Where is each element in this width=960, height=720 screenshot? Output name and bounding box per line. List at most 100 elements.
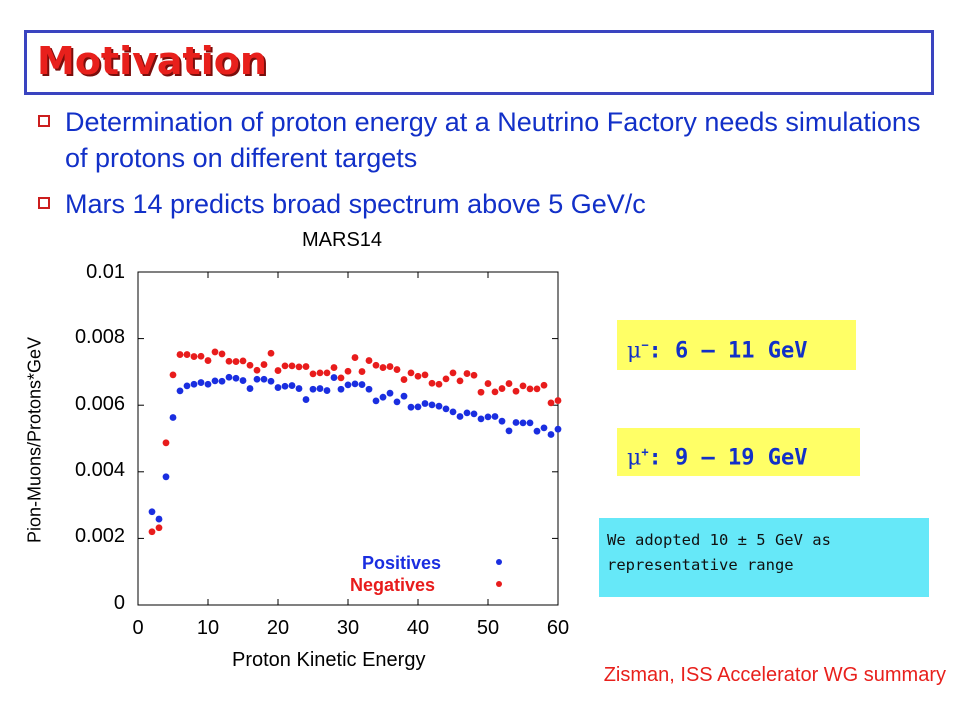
positives-point bbox=[351, 380, 359, 388]
positives-point bbox=[456, 413, 464, 420]
negatives-point bbox=[323, 369, 331, 377]
positives-point bbox=[246, 385, 254, 392]
slide-title: Motivation bbox=[37, 39, 267, 83]
legend-markers bbox=[496, 559, 502, 587]
negatives-point bbox=[176, 351, 184, 358]
bullet-text: Determination of proton energy at a Neut… bbox=[65, 107, 921, 173]
positives-point bbox=[148, 508, 156, 516]
negatives-point bbox=[477, 388, 485, 396]
charge-sign: + bbox=[641, 445, 649, 459]
positives-point bbox=[505, 427, 513, 435]
positives-point bbox=[155, 515, 163, 523]
x-tick-label: 50 bbox=[476, 617, 500, 639]
negatives-point bbox=[470, 371, 478, 379]
negatives-point bbox=[232, 358, 240, 365]
positives-point bbox=[547, 431, 555, 438]
positives-point bbox=[435, 402, 443, 410]
x-tick-label: 10 bbox=[196, 617, 220, 639]
positives-point bbox=[498, 417, 506, 425]
square-bullet-icon bbox=[38, 115, 50, 127]
positives-point bbox=[183, 382, 191, 390]
positives-point bbox=[253, 375, 261, 383]
legend-marker-negatives bbox=[496, 581, 502, 587]
bullet-text: Mars 14 predicts broad spectrum above 5 … bbox=[65, 189, 646, 219]
positives-point bbox=[407, 403, 415, 411]
negatives-point bbox=[533, 385, 541, 393]
positives-point bbox=[554, 425, 562, 433]
negatives-point bbox=[204, 357, 212, 364]
negatives-point bbox=[491, 388, 499, 396]
negatives-point bbox=[400, 376, 408, 383]
negatives-point bbox=[344, 367, 352, 375]
negatives-point bbox=[330, 364, 338, 371]
callout-text: : 6 – 11 GeV bbox=[648, 338, 808, 364]
x-tick-label: 20 bbox=[266, 617, 290, 639]
negatives-point bbox=[302, 363, 310, 370]
y-tick-label: 0.01 bbox=[86, 261, 125, 283]
negatives-point bbox=[365, 357, 373, 364]
bullet-list: Determination of proton energy at a Neut… bbox=[38, 104, 938, 232]
positives-point bbox=[232, 374, 240, 382]
positives-point bbox=[197, 379, 205, 386]
positives-point bbox=[302, 396, 310, 403]
positives-point bbox=[372, 397, 380, 405]
mu-minus-callout: μ−: 6 – 11 GeV bbox=[617, 320, 856, 370]
positives-point bbox=[540, 424, 548, 432]
chart-title: MARS14 bbox=[302, 229, 383, 251]
x-tick-label: 0 bbox=[132, 617, 144, 639]
positives-point bbox=[414, 403, 422, 411]
y-tick-label: 0 bbox=[113, 592, 125, 614]
y-tick-label: 0.006 bbox=[74, 393, 125, 415]
positives-point bbox=[533, 427, 541, 435]
positives-point bbox=[204, 380, 212, 388]
positives-point bbox=[176, 387, 184, 395]
positives-point bbox=[477, 415, 485, 423]
negatives-point bbox=[498, 385, 506, 392]
positives-point bbox=[512, 419, 520, 426]
negatives-series bbox=[148, 348, 562, 536]
x-tick-label: 60 bbox=[546, 617, 570, 639]
negatives-point bbox=[253, 366, 261, 374]
positives-point bbox=[211, 377, 219, 385]
negatives-point bbox=[442, 375, 450, 383]
positives-point bbox=[449, 408, 457, 416]
positives-point bbox=[218, 377, 226, 385]
positives-point bbox=[442, 405, 450, 413]
x-tick-label: 40 bbox=[406, 617, 430, 639]
negatives-point bbox=[414, 372, 422, 380]
negatives-point bbox=[239, 357, 247, 365]
positives-point bbox=[344, 381, 352, 389]
x-axis-title: Proton Kinetic Energy bbox=[232, 649, 426, 671]
negatives-point bbox=[337, 374, 345, 382]
negatives-point bbox=[547, 399, 555, 407]
negatives-point bbox=[295, 363, 303, 371]
mu-symbol: μ bbox=[627, 445, 642, 471]
negatives-point bbox=[148, 528, 156, 536]
negatives-point bbox=[197, 352, 205, 360]
positives-point bbox=[281, 382, 289, 390]
positives-point bbox=[463, 409, 471, 417]
title-box: Motivation bbox=[24, 30, 934, 95]
positives-point bbox=[323, 387, 331, 394]
positives-point bbox=[358, 381, 366, 388]
credit-text: Zisman, ISS Accelerator WG summary bbox=[603, 664, 946, 686]
negatives-point bbox=[190, 353, 198, 360]
positives-point bbox=[365, 385, 373, 393]
negatives-point bbox=[463, 370, 471, 377]
y-tick-label: 0.008 bbox=[74, 326, 125, 348]
legend-marker-positives bbox=[496, 559, 502, 565]
x-tick-label: 30 bbox=[336, 617, 360, 639]
positives-point bbox=[379, 393, 387, 401]
square-bullet-icon bbox=[38, 197, 50, 209]
positives-point bbox=[484, 413, 492, 421]
legend-label-positives: Positives bbox=[362, 553, 442, 573]
mu-plus-callout: μ+: 9 – 19 GeV bbox=[617, 428, 860, 476]
negatives-point bbox=[540, 381, 548, 389]
negatives-point bbox=[260, 361, 268, 368]
positives-point bbox=[239, 377, 247, 384]
negatives-point bbox=[386, 363, 394, 370]
positives-point bbox=[519, 419, 527, 427]
legend-label-negatives: Negatives bbox=[350, 575, 436, 595]
positives-point bbox=[162, 473, 170, 481]
